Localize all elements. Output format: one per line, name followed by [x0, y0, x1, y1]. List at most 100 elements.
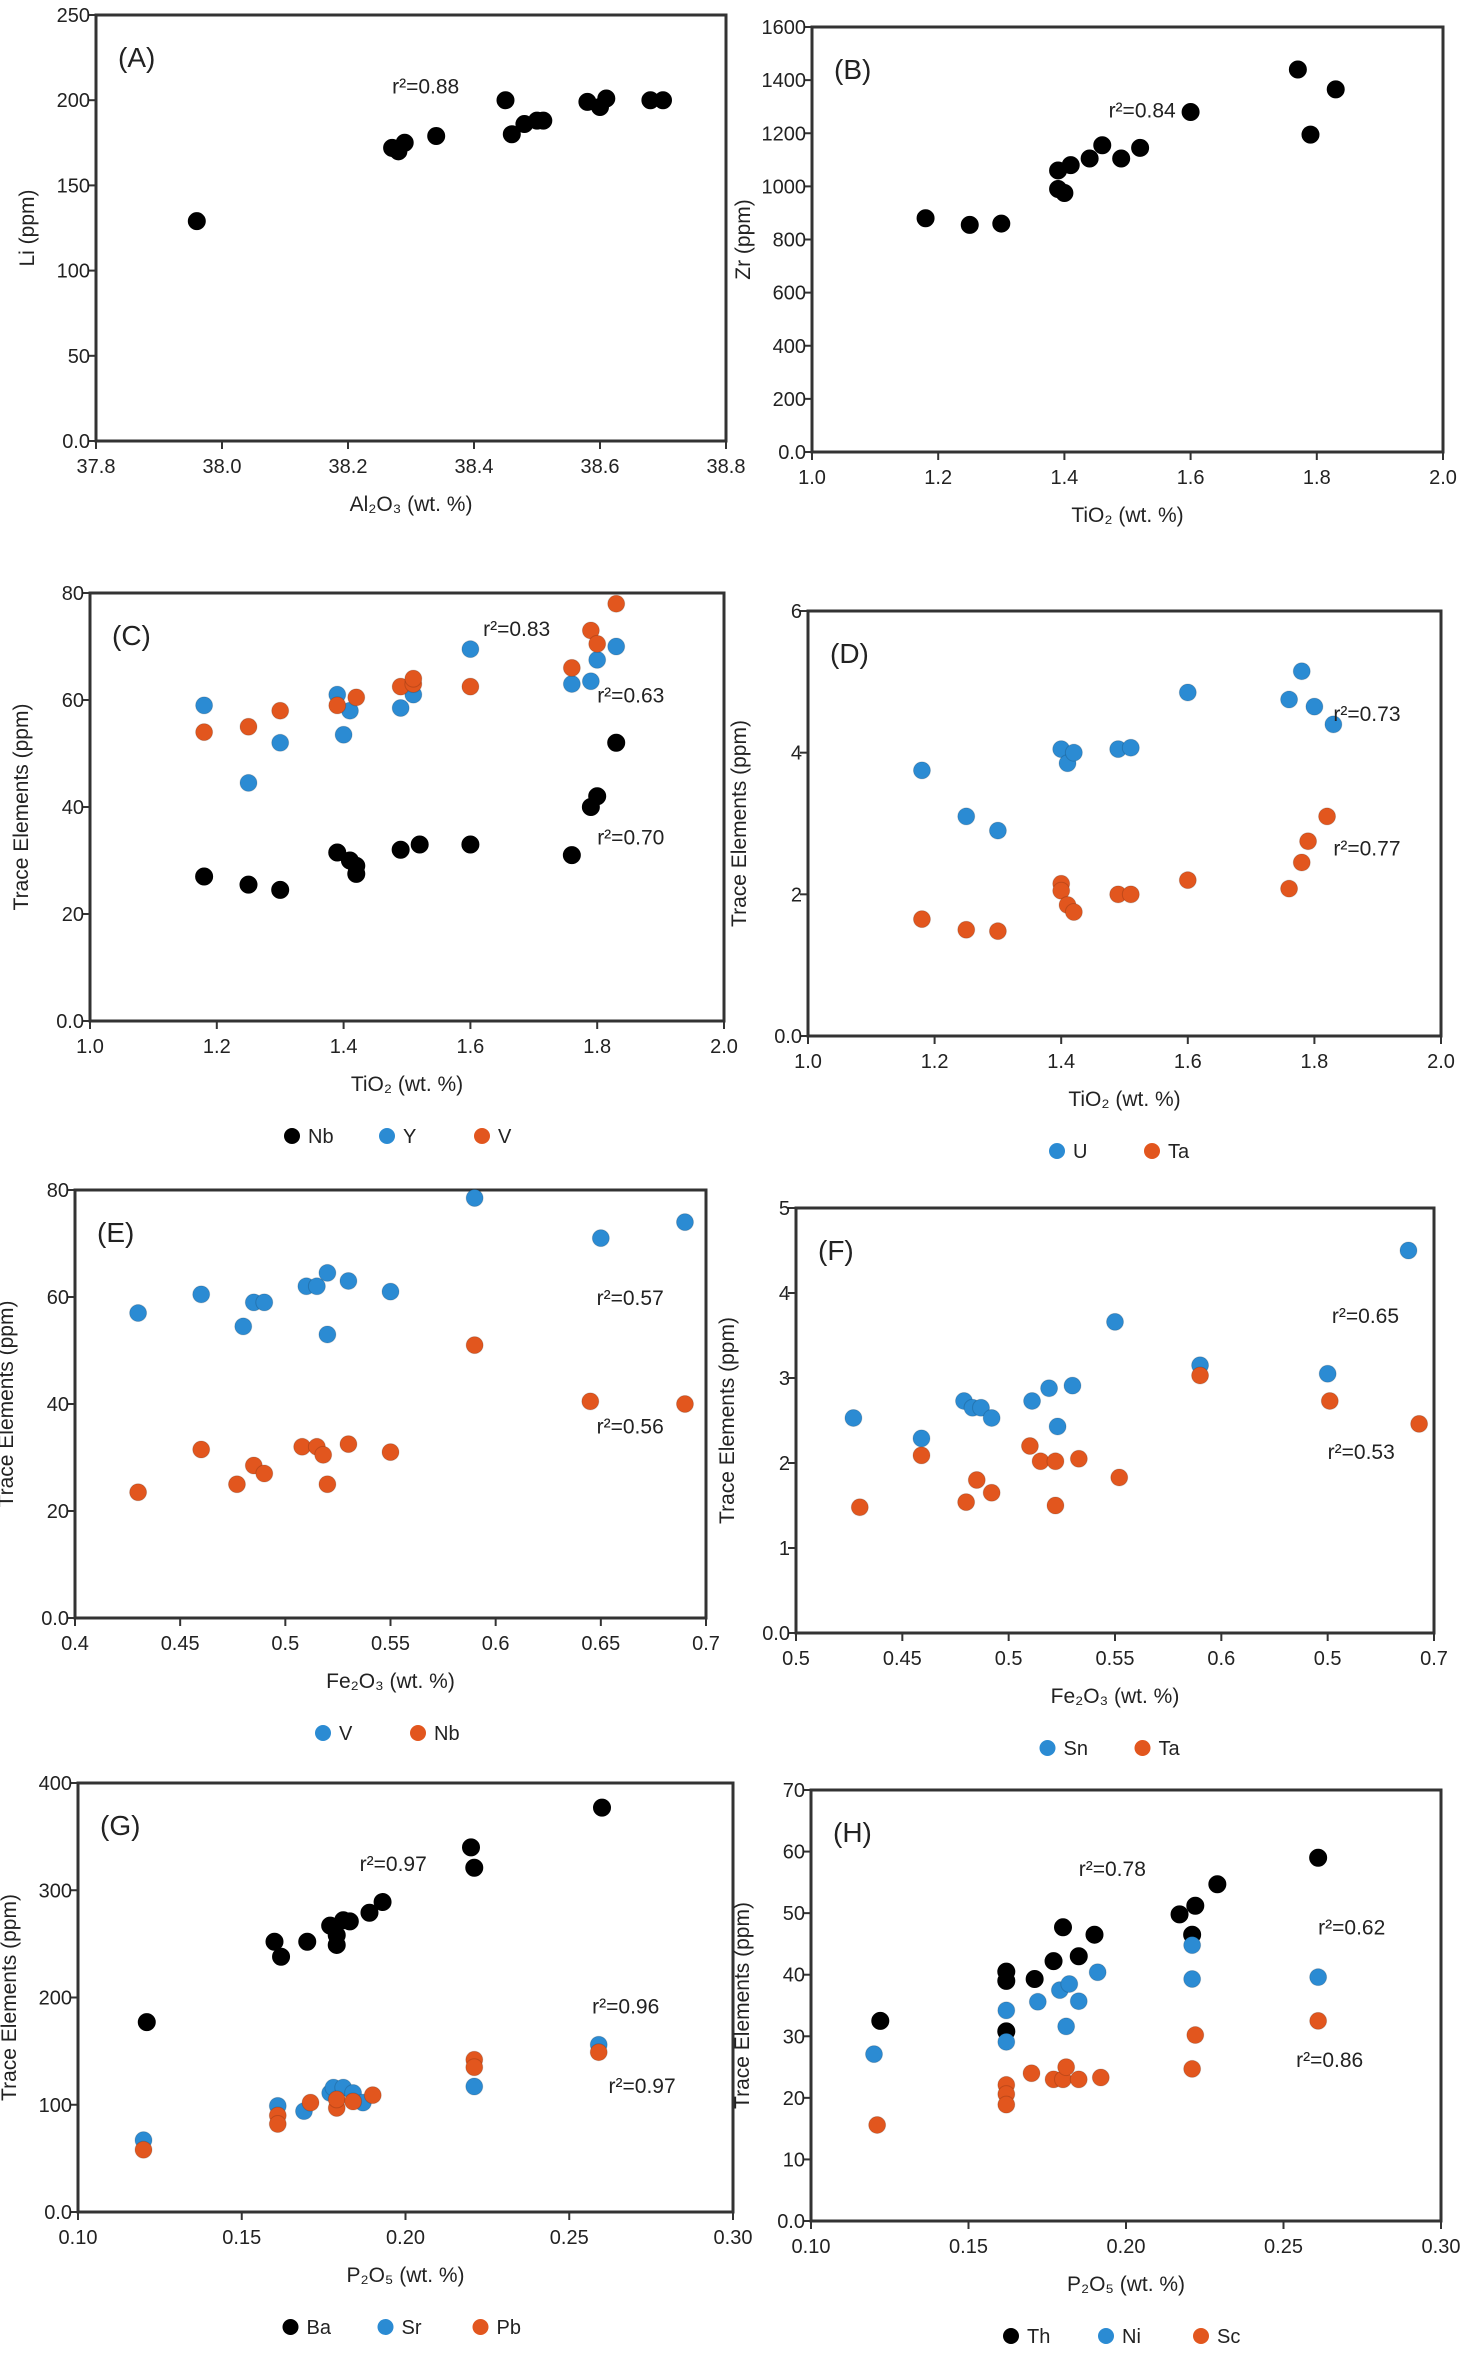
point-y: [334, 725, 353, 744]
point-sn: [1318, 1364, 1337, 1383]
y-tick-label: 2: [791, 884, 802, 906]
legend-item-ba: Ba: [282, 2317, 332, 2339]
point-zr: [1288, 60, 1307, 79]
y-tick-label: 100: [39, 2095, 72, 2117]
point-y: [581, 672, 600, 691]
legend-label: Ta: [1168, 1141, 1190, 1163]
y-tick-label: 6: [791, 601, 802, 623]
point-sn: [1023, 1391, 1042, 1410]
y-tick-label: 60: [47, 1287, 69, 1309]
y-tick-label: 100: [57, 261, 90, 283]
point-ba: [265, 1932, 284, 1951]
y-tick-label: 5: [779, 1198, 790, 1220]
point-v: [465, 1189, 484, 1208]
point-sr: [465, 2077, 484, 2096]
r-squared-annotation: r²=0.65: [1332, 1305, 1399, 1328]
point-ta: [988, 922, 1007, 941]
legend-label: Th: [1027, 2326, 1050, 2348]
r-squared-annotation: r²=0.56: [597, 1415, 664, 1438]
panel-c: 1.0 1.2 1.4 1.6 1.8 2.0 0.0 20 40 60 80 TiO₂ (wt. %…: [10, 583, 738, 1148]
legend-item-y: Y: [379, 1126, 416, 1148]
point-ta: [1292, 853, 1311, 872]
point-nb: [581, 1392, 600, 1411]
y-tick-label: 1: [779, 1538, 790, 1560]
point-v: [129, 1304, 148, 1323]
point-ta: [1410, 1414, 1429, 1433]
panel-g: 0.10 0.15 0.20 0.25 0.30 0.0 100 200 300 400 P₂O₅ …: [0, 1773, 752, 2339]
point-sc: [1091, 2068, 1110, 2087]
legend-marker: [377, 2319, 394, 2335]
x-tick-label: 0.10: [59, 2227, 98, 2249]
x-tick-label: 0.30: [1422, 2236, 1461, 2258]
point-ba: [373, 1893, 392, 1912]
point-y: [391, 699, 410, 718]
legend-item-sn: Sn: [1039, 1738, 1088, 1760]
legend-label: V: [498, 1126, 512, 1148]
point-nb: [347, 856, 366, 875]
y-tick-label: 40: [783, 1965, 805, 1987]
point-u: [957, 807, 976, 826]
legend-item-ni: Ni: [1098, 2326, 1141, 2348]
r-squared-annotation: r²=0.86: [1296, 2049, 1363, 2072]
r-squared-annotation: r²=0.62: [1318, 1917, 1385, 1940]
y-axis-label: Trace Elements (ppm): [0, 1301, 18, 1508]
legend-marker: [315, 1725, 331, 1741]
r-squared-annotation: r²=0.84: [1109, 99, 1176, 122]
point-nb: [465, 1336, 484, 1355]
x-tick-label: 1.6: [1177, 467, 1205, 489]
point-ba: [593, 1798, 611, 1817]
x-tick-label: 38.4: [455, 456, 494, 478]
panel-label: (B): [834, 54, 871, 85]
point-nb: [328, 843, 347, 862]
point-sc: [1183, 2059, 1202, 2078]
point-ba: [137, 2013, 156, 2032]
x-axis-label: Fe₂O₃ (wt. %): [1051, 1685, 1180, 1708]
point-sn: [1063, 1376, 1082, 1395]
plot-frame: [806, 609, 1443, 1038]
point-nb: [391, 840, 410, 859]
point-th: [1054, 1918, 1072, 1937]
r-squared-annotation: r²=0.83: [483, 618, 550, 641]
legend-marker: [1144, 1143, 1160, 1159]
point-zr: [1055, 184, 1074, 203]
point-ba: [360, 1903, 379, 1922]
y-tick-label: 400: [773, 336, 806, 358]
point-pb: [344, 2092, 363, 2111]
point-th: [1025, 1970, 1044, 1989]
y-tick-label: 200: [57, 90, 90, 112]
point-y: [607, 637, 626, 656]
panel-h: 0.10 0.15 0.20 0.25 0.30 0.0 10 20 30 40 50 60 70 P₂O…: [731, 1780, 1460, 2348]
legend-marker: [1049, 1143, 1065, 1159]
point-sn: [1048, 1417, 1067, 1436]
point-ni: [997, 2032, 1016, 2051]
point-ba: [327, 1935, 346, 1954]
point-v: [234, 1317, 253, 1336]
point-v: [381, 1282, 400, 1301]
point-pb: [301, 2093, 320, 2112]
legend-label: Sc: [1217, 2326, 1240, 2348]
point-zr: [1326, 80, 1345, 99]
y-tick-label: 60: [783, 1842, 805, 1864]
point-v: [195, 723, 214, 742]
point-ta: [1046, 1496, 1065, 1515]
r-squared-annotation: r²=0.70: [597, 826, 664, 849]
panel-label: (C): [112, 620, 151, 651]
legend-item-sr: Sr: [377, 2317, 422, 2339]
y-tick-label: 70: [783, 1780, 805, 1802]
point-sn: [972, 1398, 991, 1417]
panel-f: 0.5 0.45 0.5 0.55 0.6 0.5 0.7 0.0 1 2 3 4 5 Fe₂O₃ (wt…: [716, 1198, 1448, 1760]
plot-frame: [809, 1788, 1443, 2223]
point-nb: [255, 1464, 274, 1483]
x-tick-label: 2.0: [1429, 467, 1457, 489]
x-tick-label: 1.0: [794, 1051, 822, 1073]
panel-label: (A): [118, 42, 155, 73]
x-tick-label: 1.6: [1174, 1051, 1202, 1073]
y-tick-label: 80: [62, 583, 84, 605]
x-tick-label: 0.65: [581, 1633, 620, 1655]
point-pb: [327, 2090, 346, 2109]
legend-marker: [1098, 2328, 1114, 2344]
y-tick-label: 800: [773, 230, 806, 252]
y-tick-label: 0.0: [56, 1011, 84, 1033]
point-nb: [192, 1440, 211, 1459]
y-tick-label: 20: [783, 2088, 805, 2110]
